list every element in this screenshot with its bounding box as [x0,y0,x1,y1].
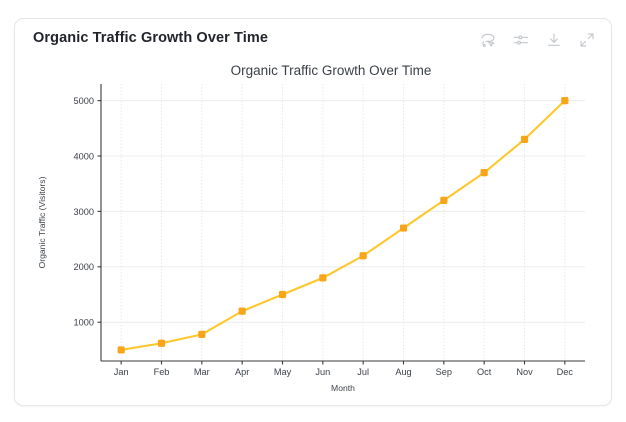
svg-text:Aug: Aug [395,367,411,377]
svg-text:4000: 4000 [74,151,94,161]
data-point[interactable] [359,252,367,260]
svg-text:Jan: Jan [114,367,129,377]
line-chart-svg: 1000 2000 3000 4000 5000 Jan Feb Mar Apr May Jun Ju… [37,84,585,393]
chart-card: Organic Traffic Growth Over Time [14,18,612,406]
data-point[interactable] [480,169,488,177]
svg-text:1000: 1000 [74,318,94,328]
svg-text:Organic Traffic (Visitors): Organic Traffic (Visitors) [37,176,47,268]
data-point[interactable] [561,97,569,105]
data-point[interactable] [117,346,125,354]
svg-text:Jul: Jul [357,367,369,377]
expand-icon[interactable] [576,29,598,51]
svg-text:Nov: Nov [516,367,533,377]
svg-text:Oct: Oct [477,367,492,377]
data-point[interactable] [399,224,408,232]
svg-text:5000: 5000 [74,96,94,106]
svg-text:2000: 2000 [74,262,94,272]
data-point[interactable] [319,274,327,282]
card-header: Organic Traffic Growth Over Time [15,19,611,59]
chart-toolbar [477,29,598,51]
sliders-icon[interactable] [510,29,532,51]
svg-text:Apr: Apr [235,367,249,377]
data-point[interactable] [198,330,206,339]
data-point[interactable] [278,290,287,299]
data-point[interactable] [238,307,246,315]
svg-text:Mar: Mar [194,367,210,377]
data-point[interactable] [157,339,166,347]
chart-plot-area: Organic Traffic Growth Over Time 1000 200… [15,59,613,407]
svg-text:3000: 3000 [74,207,94,217]
svg-text:Jun: Jun [315,367,330,377]
svg-text:Month: Month [331,383,355,393]
svg-text:May: May [274,367,292,377]
svg-text:Sep: Sep [436,367,452,377]
svg-text:Feb: Feb [154,367,170,377]
page-title: Organic Traffic Growth Over Time [33,30,268,46]
data-point[interactable] [440,196,448,204]
download-icon[interactable] [543,29,565,51]
lasso-select-icon[interactable] [477,29,499,51]
data-point[interactable] [520,135,529,143]
svg-text:Dec: Dec [557,367,574,377]
chart-title: Organic Traffic Growth Over Time [230,63,432,78]
